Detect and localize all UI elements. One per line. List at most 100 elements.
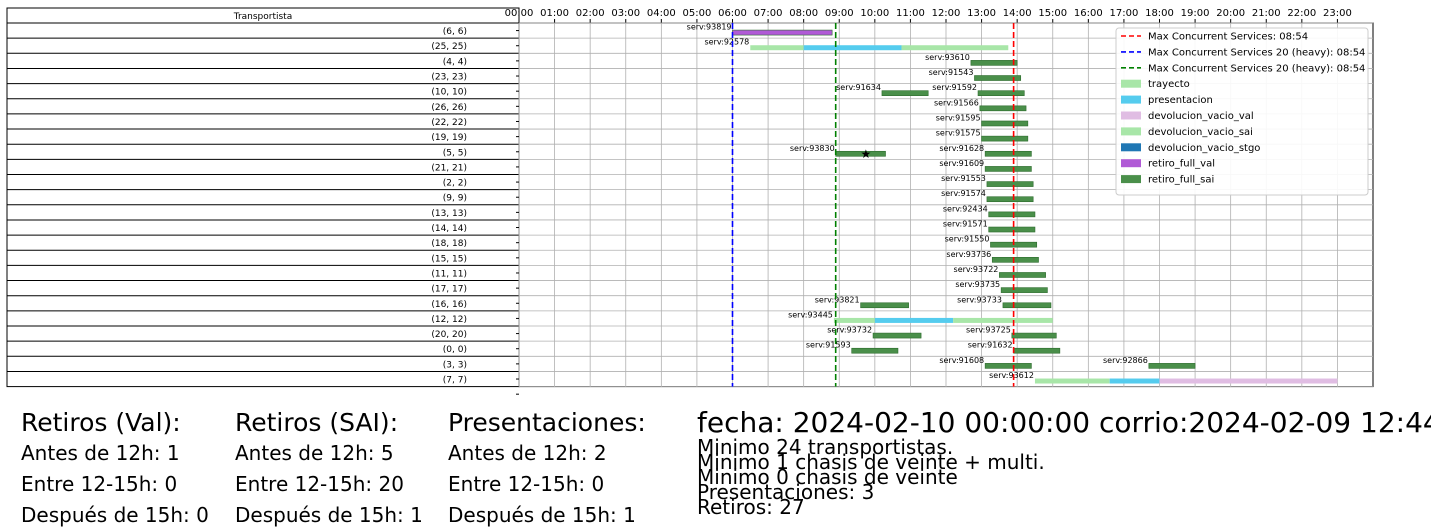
task-label: serv:93732 — [827, 326, 872, 335]
carrier-row-label: (7, 7) — [443, 376, 467, 386]
legend-label: presentacion — [1148, 95, 1213, 106]
task-label: serv:91595 — [936, 113, 981, 122]
x-tick-label: 22:00 — [1287, 8, 1316, 19]
carrier-row-label: (10, 10) — [431, 88, 467, 98]
x-tick-label: 15:00 — [1038, 8, 1067, 19]
task-bar-retiro_full_sai — [984, 150, 1032, 157]
legend-patch-swatch — [1121, 111, 1141, 120]
task-bar-retiro_full_sai — [1148, 363, 1196, 369]
task-bar-retiro_full_sai — [860, 302, 909, 309]
legend-patch-swatch — [1121, 79, 1141, 88]
task-label: serv:91592 — [932, 83, 977, 92]
carrier-row-label: (2, 2) — [443, 179, 467, 189]
task-label: serv:93610 — [925, 53, 970, 62]
task-bar-trayecto — [750, 45, 804, 51]
task-label: serv:91574 — [941, 189, 986, 198]
task-bar-devolucion_vacio_val — [1159, 378, 1338, 384]
carrier-row-label: (18, 18) — [431, 239, 467, 249]
x-tick-label: 04:00 — [647, 8, 676, 19]
carrier-row-label: (26, 26) — [431, 103, 467, 113]
task-label: serv:91632 — [968, 341, 1013, 350]
stats-sai-column: Retiros (SAI): Antes de 12h: 5 Entre 12-… — [235, 408, 423, 531]
task-bar-retiro_full_sai — [851, 347, 899, 354]
x-tick-label: 12:00 — [932, 8, 961, 19]
legend-patch-swatch — [1121, 175, 1141, 184]
carrier-row-label: (4, 4) — [443, 57, 467, 67]
task-bar-retiro_full_sai — [999, 272, 1046, 278]
task-bar-retiro_full_sai — [977, 90, 1025, 96]
task-bar-retiro_full_sai — [988, 226, 1036, 233]
task-bar-presentacion — [874, 317, 954, 323]
task-bar-retiro_full_sai — [1011, 332, 1057, 339]
task-label: serv:91550 — [945, 235, 990, 244]
x-tick-label: 01:00 — [540, 8, 569, 19]
carrier-row-label: (19, 19) — [431, 133, 467, 143]
carrier-row-label: (11, 11) — [431, 269, 467, 279]
legend-label: Max Concurrent Services 20 (heavy): 08:5… — [1148, 47, 1365, 58]
min-line-3: Presentaciones: 3 — [697, 480, 875, 504]
stats-val-between: Entre 12-15h: 0 — [21, 472, 178, 496]
task-label: serv:91628 — [939, 144, 984, 153]
carrier-row-label: (25, 25) — [431, 42, 467, 52]
task-bar-retiro_full_sai — [974, 75, 1022, 81]
task-bar-retiro_full_sai — [881, 90, 929, 96]
x-tick-label: 02:00 — [576, 8, 605, 19]
x-tick-label: 08:00 — [789, 8, 818, 19]
stats-sai-after: Después de 15h: 1 — [235, 503, 423, 527]
stats-val-column: Retiros (Val): Antes de 12h: 1 Entre 12-… — [21, 408, 209, 531]
min-line-0: Minimo 24 transportistas. — [697, 435, 954, 459]
x-tick-label: 16:00 — [1074, 8, 1103, 19]
carrier-row-label: (23, 23) — [431, 73, 467, 83]
carrier-row-label: (21, 21) — [431, 163, 467, 173]
carrier-row-label: (20, 20) — [431, 330, 467, 340]
star-marker: ★ — [861, 147, 872, 161]
legend-patch-swatch — [1121, 95, 1141, 104]
task-bar-retiro_full_sai — [988, 211, 1036, 218]
stats-pres-column: Presentaciones: Antes de 12h: 2 Entre 12… — [448, 408, 646, 531]
legend-label: retiro_full_sai — [1148, 175, 1214, 186]
task-label: serv:92866 — [1103, 356, 1148, 365]
x-tick-label: 03:00 — [611, 8, 640, 19]
gantt-chart: Transportista (6, 6) (25, 25) (4, 4) (23, 23… — [6, 7, 1374, 395]
task-bar-retiro_full_sai — [984, 363, 1032, 369]
task-label: serv:93735 — [955, 280, 1000, 289]
legend-label: Max Concurrent Services 20 (heavy): 08:5… — [1148, 63, 1365, 74]
run-info-header: fecha: 2024-02-10 00:00:00 corrio:2024-0… — [697, 406, 1431, 439]
carrier-table — [6, 7, 520, 388]
task-label: serv:93445 — [788, 310, 833, 319]
stats-sai-title: Retiros (SAI): — [235, 408, 399, 437]
legend-patch-swatch — [1121, 127, 1141, 136]
task-bar-retiro_full_sai — [981, 120, 1029, 127]
stats-val-after: Después de 15h: 0 — [21, 503, 209, 527]
carrier-row-label: (6, 6) — [443, 27, 467, 37]
carrier-row-label: (13, 13) — [431, 209, 467, 219]
task-bar-trayecto — [833, 317, 875, 323]
task-bar-retiro_full_sai — [984, 166, 1032, 172]
x-tick-label: 14:00 — [1003, 8, 1032, 19]
task-bar-trayecto — [1034, 378, 1110, 384]
task-bar-retiro_full_sai — [991, 257, 1039, 263]
task-label: serv:91593 — [806, 341, 851, 350]
task-bar-trayecto — [901, 45, 1009, 51]
task-bar-presentacion — [1109, 378, 1160, 384]
stats-val-before: Antes de 12h: 1 — [21, 441, 180, 465]
task-label: serv:93821 — [815, 295, 860, 304]
task-label: serv:91609 — [939, 159, 984, 168]
task-bar-retiro_full_sai — [1000, 287, 1048, 293]
x-tick-label: 09:00 — [825, 8, 854, 19]
stats-pres-title: Presentaciones: — [448, 408, 646, 437]
task-bar-trayecto — [953, 317, 1053, 323]
carrier-row-label: (0, 0) — [443, 345, 467, 355]
task-label: serv:92578 — [704, 38, 749, 47]
run-info: fecha: 2024-02-10 00:00:00 corrio:2024-0… — [697, 406, 1431, 517]
min-line-2: Minimo 0 chasis de veinte — [697, 465, 958, 489]
stats-pres-between: Entre 12-15h: 0 — [448, 472, 605, 496]
x-tick-label: 13:00 — [967, 8, 996, 19]
carrier-row-label: (16, 16) — [431, 300, 467, 310]
task-label: serv:91634 — [836, 83, 881, 92]
carrier-table-header: Transportista — [233, 12, 292, 22]
legend-label: trayecto — [1148, 79, 1190, 90]
task-label: serv:91608 — [939, 356, 984, 365]
task-label: serv:92434 — [943, 204, 988, 213]
legend-box — [1115, 27, 1369, 196]
